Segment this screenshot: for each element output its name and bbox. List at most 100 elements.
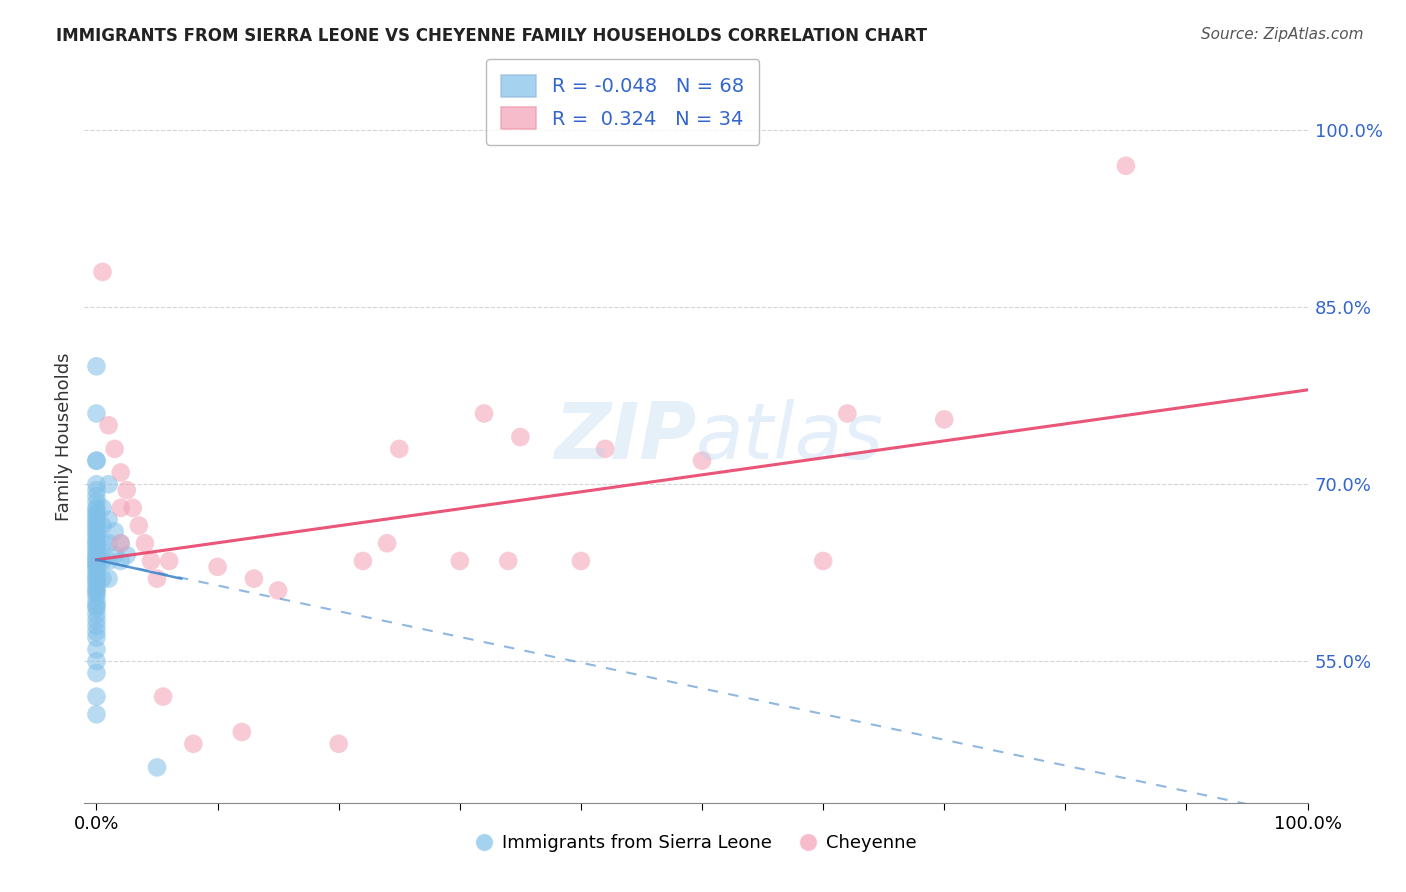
Point bbox=[267, 583, 290, 598]
Point bbox=[86, 477, 108, 491]
Point bbox=[86, 536, 108, 550]
Text: atlas: atlas bbox=[696, 399, 884, 475]
Point bbox=[91, 500, 114, 515]
Point bbox=[86, 483, 108, 498]
Point bbox=[91, 554, 114, 568]
Point bbox=[139, 554, 162, 568]
Point bbox=[86, 530, 108, 544]
Point bbox=[509, 430, 531, 444]
Point bbox=[86, 518, 108, 533]
Point bbox=[97, 477, 120, 491]
Point bbox=[86, 524, 108, 539]
Point bbox=[183, 737, 205, 751]
Point bbox=[86, 595, 108, 609]
Point bbox=[837, 407, 859, 421]
Point bbox=[449, 554, 471, 568]
Point bbox=[86, 577, 108, 591]
Point bbox=[115, 548, 138, 562]
Point bbox=[104, 442, 127, 456]
Point bbox=[97, 513, 120, 527]
Point bbox=[934, 412, 956, 426]
Point bbox=[328, 737, 350, 751]
Point bbox=[375, 536, 398, 550]
Point bbox=[86, 558, 108, 572]
Point bbox=[110, 536, 132, 550]
Point bbox=[388, 442, 411, 456]
Point bbox=[86, 599, 108, 613]
Point bbox=[690, 453, 713, 467]
Point bbox=[86, 503, 108, 517]
Point bbox=[86, 526, 108, 541]
Point bbox=[97, 572, 120, 586]
Point bbox=[157, 554, 180, 568]
Point bbox=[86, 533, 108, 548]
Point bbox=[569, 554, 592, 568]
Point bbox=[86, 574, 108, 588]
Point bbox=[86, 515, 108, 529]
Point bbox=[146, 572, 169, 586]
Point bbox=[231, 725, 253, 739]
Point bbox=[86, 548, 108, 562]
Point bbox=[86, 553, 108, 567]
Point bbox=[86, 407, 108, 421]
Point bbox=[86, 507, 108, 521]
Point bbox=[86, 453, 108, 467]
Point bbox=[97, 536, 120, 550]
Point bbox=[86, 555, 108, 569]
Point bbox=[128, 518, 150, 533]
Point bbox=[86, 500, 108, 515]
Point bbox=[496, 554, 519, 568]
Point bbox=[1115, 159, 1137, 173]
Point bbox=[104, 548, 127, 562]
Point bbox=[352, 554, 374, 568]
Point bbox=[86, 572, 108, 586]
Point bbox=[91, 536, 114, 550]
Point bbox=[152, 690, 174, 704]
Text: IMMIGRANTS FROM SIERRA LEONE VS CHEYENNE FAMILY HOUSEHOLDS CORRELATION CHART: IMMIGRANTS FROM SIERRA LEONE VS CHEYENNE… bbox=[56, 27, 928, 45]
Point bbox=[86, 583, 108, 598]
Point bbox=[86, 624, 108, 639]
Point bbox=[104, 524, 127, 539]
Point bbox=[86, 566, 108, 580]
Point bbox=[110, 500, 132, 515]
Point bbox=[86, 513, 108, 527]
Point bbox=[91, 572, 114, 586]
Point bbox=[115, 483, 138, 498]
Point bbox=[86, 559, 108, 574]
Point bbox=[86, 359, 108, 374]
Point bbox=[86, 590, 108, 604]
Point bbox=[86, 544, 108, 558]
Text: ZIP: ZIP bbox=[554, 399, 696, 475]
Legend: Immigrants from Sierra Leone, Cheyenne: Immigrants from Sierra Leone, Cheyenne bbox=[468, 827, 924, 860]
Point bbox=[86, 654, 108, 668]
Point bbox=[86, 539, 108, 553]
Point bbox=[593, 442, 616, 456]
Point bbox=[86, 707, 108, 722]
Point bbox=[86, 495, 108, 509]
Point bbox=[86, 607, 108, 621]
Point bbox=[97, 418, 120, 433]
Point bbox=[86, 613, 108, 627]
Point bbox=[86, 690, 108, 704]
Point bbox=[110, 536, 132, 550]
Point bbox=[86, 542, 108, 557]
Point bbox=[134, 536, 156, 550]
Point bbox=[86, 453, 108, 467]
Point bbox=[86, 489, 108, 503]
Point bbox=[207, 559, 229, 574]
Text: Source: ZipAtlas.com: Source: ZipAtlas.com bbox=[1201, 27, 1364, 42]
Point bbox=[86, 521, 108, 535]
Point bbox=[86, 562, 108, 576]
Point bbox=[811, 554, 834, 568]
Y-axis label: Family Households: Family Households bbox=[55, 353, 73, 521]
Point bbox=[110, 466, 132, 480]
Point bbox=[86, 619, 108, 633]
Point bbox=[91, 518, 114, 533]
Point bbox=[243, 572, 266, 586]
Point bbox=[110, 554, 132, 568]
Point bbox=[146, 760, 169, 774]
Point bbox=[86, 509, 108, 524]
Point bbox=[86, 642, 108, 657]
Point bbox=[86, 601, 108, 615]
Point bbox=[472, 407, 495, 421]
